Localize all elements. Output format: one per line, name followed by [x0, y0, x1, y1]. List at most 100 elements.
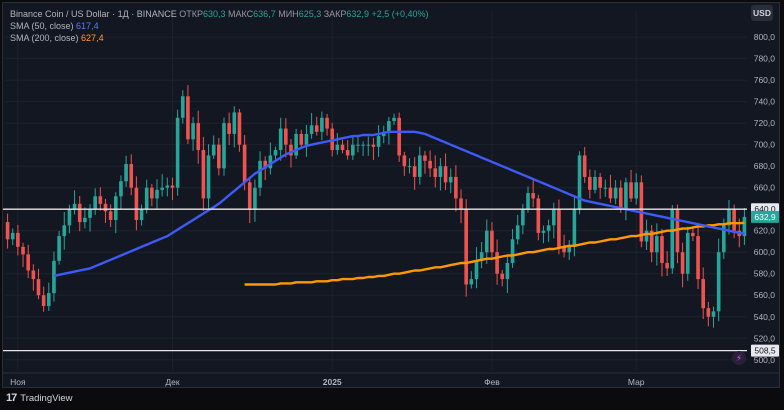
x-tick-label: 2025: [323, 377, 342, 387]
candle-body: [36, 279, 41, 296]
candle-body: [217, 144, 221, 169]
candle-body: [5, 222, 10, 240]
x-tick-label: Фев: [484, 377, 500, 387]
y-tick-label: 780,0: [754, 54, 776, 64]
candle-body: [629, 182, 633, 199]
y-tick-label: 580,0: [754, 269, 776, 279]
candle-body: [484, 230, 489, 253]
candle-body: [572, 209, 577, 247]
chart-background: [3, 3, 779, 387]
candle-body: [21, 246, 25, 255]
candle-body: [479, 252, 484, 261]
x-tick-label: Ноя: [10, 377, 26, 387]
candle-body: [175, 117, 180, 188]
candle-body: [423, 155, 427, 161]
candle-body: [88, 209, 92, 218]
candle-body: [309, 125, 314, 134]
high-value: 636,7: [253, 9, 276, 19]
candle-body: [150, 187, 154, 199]
sma50-legend-row[interactable]: SMA (50, close) 617,4: [10, 20, 429, 32]
candle-body: [263, 160, 268, 169]
change-value: +2,5 (+0,40%): [371, 9, 429, 19]
candle-body: [727, 209, 731, 226]
candle-body: [495, 252, 499, 274]
y-tick-label: 520,0: [754, 333, 776, 343]
candle-body: [67, 209, 72, 226]
y-tick-label: 500,0: [754, 355, 776, 365]
sma50-label[interactable]: SMA (50, close): [10, 21, 74, 31]
candle-body: [598, 176, 602, 188]
candle-body: [294, 133, 298, 156]
candle-body: [722, 225, 726, 253]
candle-body: [613, 187, 618, 199]
sma200-value: 627,4: [81, 33, 104, 43]
open-value: 630,3: [202, 9, 226, 19]
candle-body: [144, 187, 149, 210]
interval-label[interactable]: 1Д: [117, 9, 129, 19]
candle-body: [26, 254, 30, 271]
candle-body: [366, 144, 371, 146]
chart-legend: Binance Coin / US Dollar · 1Д · BINANCE …: [10, 8, 429, 44]
candle-body: [253, 187, 257, 210]
y-tick-label: 660,0: [754, 183, 776, 193]
candle-body: [113, 196, 118, 220]
price-axis[interactable]: [747, 3, 779, 387]
tradingview-logo[interactable]: 17 TradingView: [6, 392, 73, 404]
candle-body: [206, 155, 211, 199]
y-tick-label: 800,0: [754, 32, 776, 42]
lightning-icon[interactable]: ⚡: [732, 351, 746, 365]
candle-body: [325, 117, 329, 129]
candle-body: [438, 166, 443, 177]
candle-body: [41, 295, 46, 306]
candle-body: [227, 123, 231, 134]
candle-body: [98, 196, 103, 204]
candle-body: [10, 232, 15, 240]
candle-body: [655, 236, 659, 253]
last-price-label: 632,9: [754, 212, 776, 222]
candle-body: [222, 123, 226, 169]
candle-body: [546, 225, 551, 231]
candle-body: [500, 273, 505, 280]
sma200-label[interactable]: SMA (200, close): [10, 33, 79, 43]
candle-body: [345, 150, 350, 156]
symbol-legend-row[interactable]: Binance Coin / US Dollar · 1Д · BINANCE …: [10, 9, 429, 19]
candle-body: [273, 150, 278, 156]
currency-button[interactable]: USD: [751, 5, 773, 21]
hline-price-tag-label: 508,5: [754, 346, 776, 356]
chart-pane[interactable]: 800,0 780,0 760,0 740,0 720,0 700,0 680,0 660,0…: [2, 2, 780, 388]
candle-body: [417, 155, 422, 177]
candle-body: [191, 123, 195, 140]
candle-body: [258, 160, 262, 188]
candle-body: [531, 193, 535, 199]
sma200-legend-row[interactable]: SMA (200, close) 627,4: [10, 32, 429, 44]
candle-body: [536, 198, 541, 233]
candle-body: [119, 181, 123, 197]
candle-body: [644, 230, 649, 242]
close-value: 632,9: [346, 9, 369, 19]
candle-body: [72, 203, 77, 210]
candle-body: [515, 225, 520, 240]
exchange-label: BINANCE: [136, 9, 177, 19]
candle-body: [16, 232, 20, 247]
candle-body: [340, 144, 345, 151]
candle-body: [660, 236, 664, 263]
symbol-name[interactable]: Binance Coin / US Dollar: [10, 9, 110, 19]
price-chart[interactable]: 800,0 780,0 760,0 740,0 720,0 700,0 680,0 660,0…: [3, 3, 779, 387]
candle-body: [608, 187, 613, 199]
hline-price-tag: [751, 344, 779, 357]
candle-body: [732, 209, 736, 231]
y-tick-label: 560,0: [754, 290, 776, 300]
candle-body: [211, 144, 216, 156]
close-label: ЗАКР: [323, 9, 347, 19]
candle-body: [696, 236, 700, 280]
candle-body: [464, 209, 468, 285]
candle-body: [242, 144, 247, 183]
candle-body: [557, 209, 561, 247]
y-tick-label: 620,0: [754, 226, 776, 236]
candle-body: [588, 176, 592, 190]
candle-body: [356, 144, 360, 146]
candle-body: [505, 262, 510, 280]
candle-body: [624, 182, 628, 210]
candle-body: [618, 187, 623, 210]
candle-body: [371, 144, 376, 147]
